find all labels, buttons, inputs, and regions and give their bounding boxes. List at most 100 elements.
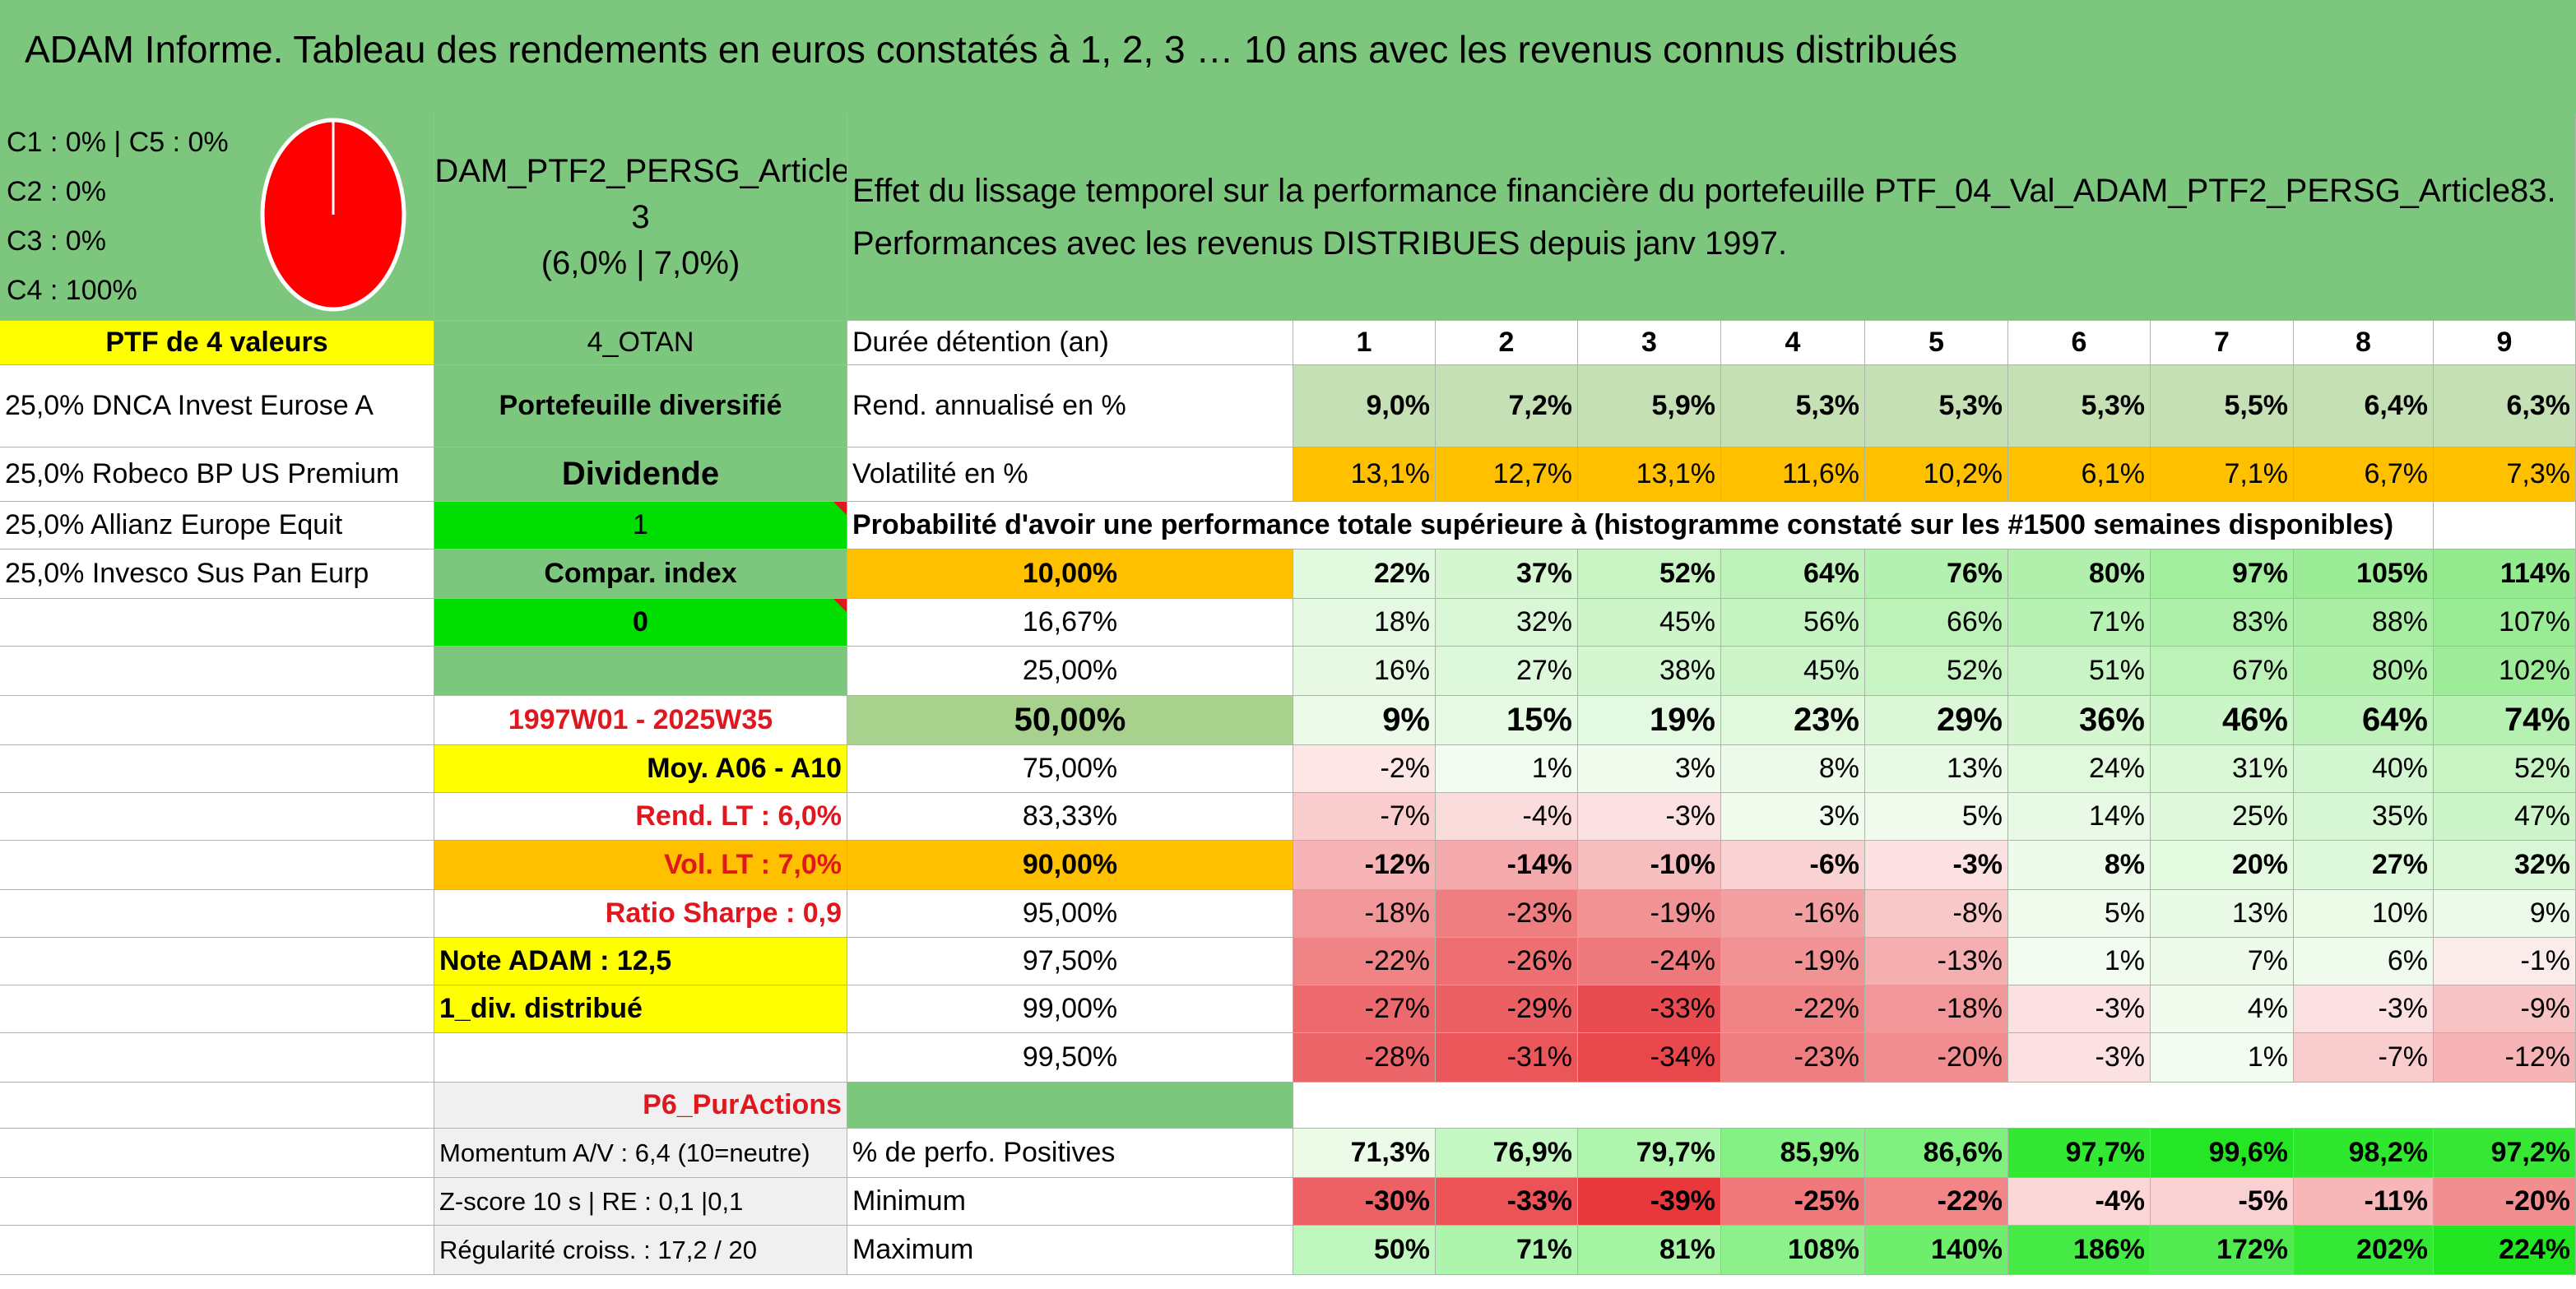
minimum-value: -11%	[2294, 1178, 2434, 1226]
holding-item: 25,0% Allianz Europe Equit	[0, 502, 434, 549]
probability-value: 10%	[2294, 890, 2434, 938]
empty-cell	[0, 938, 434, 985]
year-header: 6	[2008, 321, 2151, 365]
maximum-value: 186%	[2008, 1226, 2151, 1275]
asset-class-label: C1 : 0% | C5 : 0%	[7, 127, 229, 159]
probability-value: -26%	[1436, 938, 1578, 985]
probability-value: 27%	[2294, 841, 2434, 890]
positive-value: 97,7%	[2008, 1129, 2151, 1178]
rend-value: 6,3%	[2434, 365, 2576, 447]
probability-threshold: 50,00%	[847, 696, 1293, 745]
rend-value: 5,5%	[2151, 365, 2294, 447]
positive-value: 85,9%	[1721, 1129, 1865, 1178]
probability-value: -8%	[1865, 890, 2008, 938]
probability-value: 29%	[1865, 696, 2008, 745]
probability-value: -23%	[1436, 890, 1578, 938]
portfolio-name-line: 3	[631, 198, 650, 235]
portfolio-code: 4_OTAN	[434, 321, 847, 365]
zscore-label: Z-score 10 s | RE : 0,1 |0,1	[434, 1178, 847, 1226]
probability-value: -33%	[1578, 985, 1721, 1033]
rend-value: 5,3%	[1865, 365, 2008, 447]
empty-cell	[434, 1033, 847, 1083]
probability-value: 1%	[2151, 1033, 2294, 1083]
probability-value: 66%	[1865, 599, 2008, 647]
probability-value: 74%	[2434, 696, 2576, 745]
rend-value: 5,3%	[2008, 365, 2151, 447]
probability-value: 1%	[2008, 938, 2151, 985]
holding-item: 25,0% Invesco Sus Pan Eurp	[0, 549, 434, 599]
probability-value: -3%	[2008, 1033, 2151, 1083]
probability-value: 47%	[2434, 793, 2576, 841]
maximum-value: 224%	[2434, 1226, 2576, 1275]
probability-value: 31%	[2151, 745, 2294, 793]
rend-lt-label: Rend. LT : 6,0%	[434, 793, 847, 841]
probability-value: 46%	[2151, 696, 2294, 745]
probability-value: -18%	[1865, 985, 2008, 1033]
probability-value: 27%	[1436, 647, 1578, 696]
rend-value: 9,0%	[1293, 365, 1436, 447]
category-label: P6_PurActions	[434, 1083, 847, 1129]
probability-value: 83%	[2151, 599, 2294, 647]
year-header: 8	[2294, 321, 2434, 365]
probability-value: 22%	[1293, 549, 1436, 599]
probability-value: 5%	[1865, 793, 2008, 841]
rend-value: 5,3%	[1721, 365, 1865, 447]
probability-threshold: 10,00%	[847, 549, 1293, 599]
empty-cell	[0, 696, 434, 745]
year-header: 3	[1578, 321, 1721, 365]
year-header: 2	[1436, 321, 1578, 365]
year-header: 1	[1293, 321, 1436, 365]
empty-cell	[0, 1226, 434, 1275]
period-range: 1997W01 - 2025W35	[434, 696, 847, 745]
probability-value: -12%	[2434, 1033, 2576, 1083]
probability-value: 56%	[1721, 599, 1865, 647]
probability-value: -3%	[1865, 841, 2008, 890]
probability-value: 52%	[2434, 745, 2576, 793]
year-header: 5	[1865, 321, 2008, 365]
empty-cell	[0, 985, 434, 1033]
positive-value: 71,3%	[1293, 1129, 1436, 1178]
probability-value: -22%	[1293, 938, 1436, 985]
probability-value: 67%	[2151, 647, 2294, 696]
maximum-label: Maximum	[847, 1226, 1293, 1275]
vol-lt-label: Vol. LT : 7,0%	[434, 841, 847, 890]
probability-value: 71%	[2008, 599, 2151, 647]
title-strip	[0, 99, 2576, 114]
probability-value: 114%	[2434, 549, 2576, 599]
probability-value: -31%	[1436, 1033, 1578, 1083]
probability-value: -4%	[1436, 793, 1578, 841]
probability-value: -9%	[2434, 985, 2576, 1033]
probability-threshold: 95,00%	[847, 890, 1293, 938]
maximum-value: 140%	[1865, 1226, 2008, 1275]
probability-value: 3%	[1721, 793, 1865, 841]
vol-value: 6,7%	[2294, 447, 2434, 502]
effet-line: Performances avec les revenus DISTRIBUES…	[852, 225, 1788, 262]
vol-value: 13,1%	[1293, 447, 1436, 502]
probability-value: 9%	[2434, 890, 2576, 938]
positive-label: % de perfo. Positives	[847, 1129, 1293, 1178]
probability-value: -7%	[1293, 793, 1436, 841]
probability-value: -22%	[1721, 985, 1865, 1033]
maximum-value: 81%	[1578, 1226, 1721, 1275]
probability-value: -27%	[1293, 985, 1436, 1033]
page-title: ADAM Informe. Tableau des rendements en …	[0, 0, 2576, 99]
moy-label: Moy. A06 - A10	[434, 745, 847, 793]
momentum-label: Momentum A/V : 6,4 (10=neutre)	[434, 1129, 847, 1178]
maximum-value: 172%	[2151, 1226, 2294, 1275]
probability-value: 37%	[1436, 549, 1578, 599]
vol-value: 6,1%	[2008, 447, 2151, 502]
positive-value: 99,6%	[2151, 1129, 2294, 1178]
probability-value: -2%	[1293, 745, 1436, 793]
vol-value: 13,1%	[1578, 447, 1721, 502]
year-header: 7	[2151, 321, 2294, 365]
probability-value: -12%	[1293, 841, 1436, 890]
empty-cell	[0, 647, 434, 696]
probability-value: 15%	[1436, 696, 1578, 745]
probability-value: -13%	[1865, 938, 2008, 985]
empty-cell	[0, 841, 434, 890]
probability-value: -20%	[1865, 1033, 2008, 1083]
probability-value: 13%	[1865, 745, 2008, 793]
empty-cell	[0, 1178, 434, 1226]
rend-value: 7,2%	[1436, 365, 1578, 447]
empty-cell	[0, 745, 434, 793]
